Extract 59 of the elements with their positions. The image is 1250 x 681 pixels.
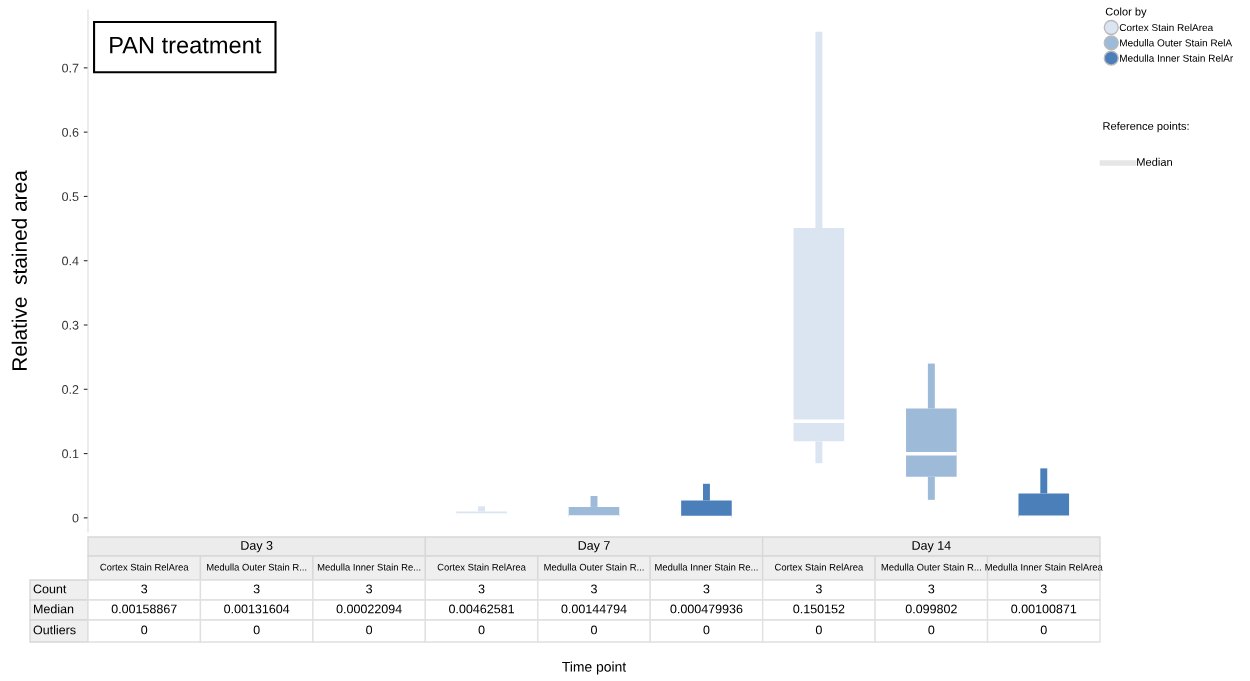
text: Medulla Outer Stain R...: [881, 563, 981, 571]
text: Median: [34, 604, 74, 614]
text: 3: [478, 584, 485, 594]
text: 0: [703, 625, 710, 635]
text: 3: [591, 584, 597, 594]
text: 0: [253, 625, 260, 635]
text: 0: [141, 625, 148, 635]
text: 3: [253, 584, 260, 594]
text: 0: [815, 625, 822, 635]
text: PAN treatment: [110, 36, 262, 54]
text: 3: [366, 584, 373, 594]
text: 3: [815, 584, 822, 594]
y-tick-label: 0.2: [62, 385, 79, 394]
legend-title: Color by: [1105, 7, 1147, 18]
text: Medulla Outer Stain R...: [207, 563, 307, 571]
text: Medulla Outer Stain R...: [544, 563, 644, 571]
text: Medulla Inner Stain Re...: [655, 563, 758, 571]
y-tick-label: 0.6: [62, 127, 79, 137]
text: 0.00022094: [336, 604, 402, 614]
text: Cortex Stain RelArea: [437, 563, 526, 571]
text: Count: [33, 584, 67, 594]
text: 0.000479936: [670, 604, 743, 614]
text: 3: [928, 584, 935, 594]
text: 0.150152: [793, 604, 845, 614]
text: 0: [591, 625, 597, 635]
text: Outliers: [33, 625, 76, 635]
text: 0.099802: [905, 604, 957, 614]
text: Medulla Inner Stain RelArea: [985, 563, 1103, 571]
text: 0: [1040, 625, 1047, 635]
text: 0: [366, 625, 373, 635]
x-tick-label: Day 3: [241, 541, 273, 553]
text: 0: [478, 625, 485, 635]
y-tick-label: 0.1: [62, 449, 79, 459]
text: 0.00131604: [224, 604, 290, 614]
text: 3: [141, 584, 148, 594]
text: Reference points:: [1103, 121, 1189, 133]
legend-label: Cortex Stain RelArea: [1119, 23, 1214, 32]
x-tick-label: Day 14: [912, 541, 951, 553]
text: Time point: [562, 661, 627, 675]
text: 0.00158867: [111, 604, 177, 614]
text: 3: [703, 584, 710, 594]
y-axis-title: Relative stained area: [11, 170, 27, 371]
y-tick-label: 0.4: [62, 256, 79, 266]
y-tick-label: 0: [72, 513, 79, 523]
text: 0.00100871: [1011, 604, 1077, 614]
y-tick-label: 0.5: [62, 192, 79, 202]
text: 0.00144794: [561, 604, 627, 614]
text: Medulla Inner Stain Re...: [317, 563, 421, 571]
text: Median: [1137, 157, 1172, 166]
text: 0: [928, 625, 935, 635]
x-tick-label: Day 7: [578, 541, 610, 553]
text: 0.00462581: [449, 604, 514, 614]
y-tick-label: 0.7: [62, 63, 79, 73]
legend-label: Medulla Outer Stain RelA: [1120, 39, 1233, 47]
text: Cortex Stain RelArea: [775, 563, 864, 571]
y-tick-label: 0.3: [62, 320, 79, 330]
text: 3: [1040, 584, 1047, 594]
legend-label: Medulla Inner Stain RelAr: [1120, 54, 1234, 62]
text: Cortex Stain RelArea: [100, 563, 189, 571]
